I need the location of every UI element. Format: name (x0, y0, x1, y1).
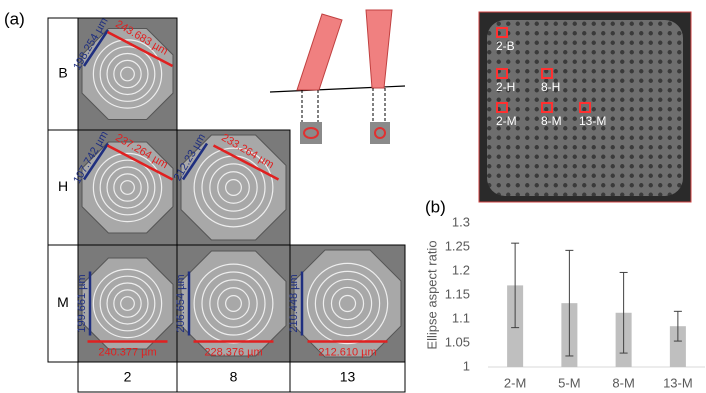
site-label: 13-M (579, 114, 606, 128)
y-tick-label: 1.15 (445, 286, 470, 301)
y-tick-label: 1.3 (452, 214, 470, 229)
column-label: 13 (340, 369, 356, 385)
short-dim: 210.448 µm (288, 274, 300, 332)
schematic (270, 10, 405, 144)
y-tick-label: 1.05 (445, 334, 470, 349)
column-label: 2 (124, 369, 132, 385)
x-tick-label: 8-M (612, 375, 634, 390)
long-dim: 228.376 µm (204, 346, 262, 358)
panel-label: (b) (425, 197, 446, 216)
site-label: 8-M (541, 114, 562, 128)
y-tick-label: 1.2 (452, 262, 470, 277)
site-label: 8-H (541, 80, 560, 94)
short-dim: 199.661 µm (76, 274, 88, 332)
column-label: 8 (230, 369, 238, 385)
y-axis-title: Ellipse aspect ratio (424, 240, 439, 349)
site-label: 2-H (496, 80, 515, 94)
y-tick-label: 1 (463, 358, 470, 373)
short-dim: 206.654 µm (175, 274, 187, 332)
panel-label: (a) (4, 9, 25, 28)
y-tick-label: 1.1 (452, 310, 470, 325)
figure: (a) BHM2813198.254 µm243.683 µm107.742 µ… (0, 0, 706, 393)
long-dim: 212.610 µm (318, 346, 376, 358)
y-tick-label: 1.25 (445, 238, 470, 253)
x-tick-label: 2-M (504, 375, 526, 390)
row-label: B (58, 65, 67, 81)
site-label: 2-B (496, 39, 515, 53)
site-label: 2-M (496, 114, 517, 128)
x-tick-label: 5-M (558, 375, 580, 390)
row-label: M (57, 294, 69, 310)
row-label: H (58, 178, 68, 194)
long-dim: 240.377 µm (98, 346, 156, 358)
sample (82, 258, 173, 349)
x-tick-label: 13-M (663, 375, 693, 390)
